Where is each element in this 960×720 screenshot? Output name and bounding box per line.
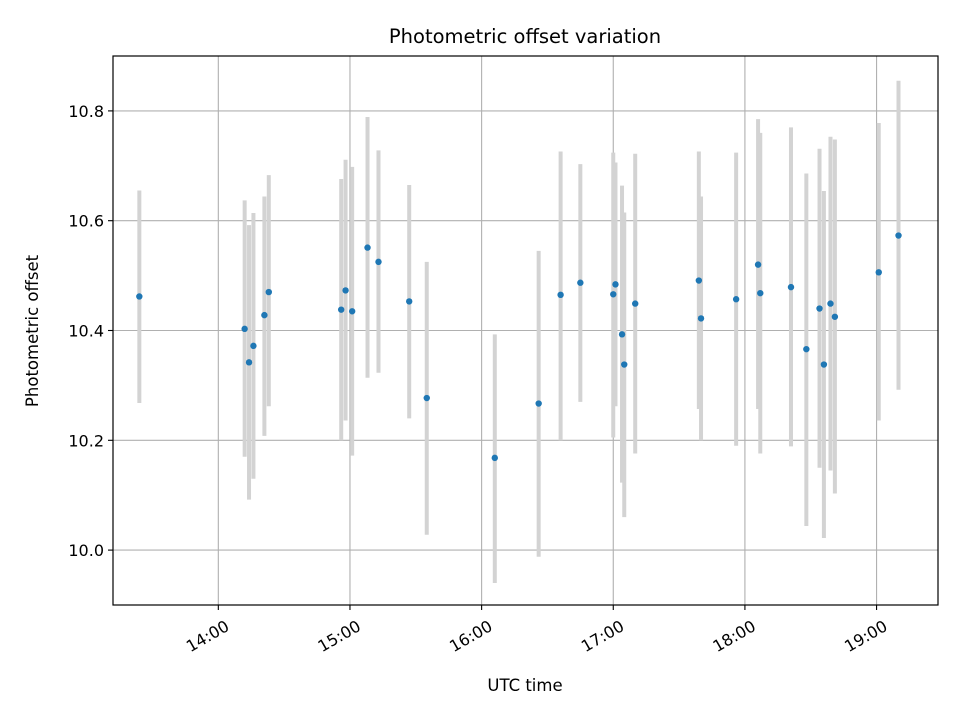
data-point (803, 345, 810, 353)
data-point (754, 261, 762, 268)
data-point (610, 291, 617, 298)
data-point (265, 288, 272, 296)
y-axis-label: Photometric offset (23, 254, 42, 407)
data-point (732, 296, 740, 303)
data-points (136, 232, 902, 462)
grid (113, 56, 938, 605)
data-point (895, 232, 902, 239)
x-axis-label: UTC time (487, 676, 562, 695)
data-point (364, 244, 371, 251)
data-point (577, 279, 584, 286)
data-point (245, 359, 253, 366)
y-axis: 10.0 10.2 10.4 10.6 10.8 (68, 102, 113, 560)
data-point (875, 269, 882, 276)
data-point (697, 315, 705, 322)
data-point (820, 361, 828, 368)
data-point (250, 342, 257, 350)
data-point (491, 454, 498, 462)
data-point (342, 287, 349, 294)
y-tick-label: 10.6 (68, 212, 104, 231)
data-point (816, 305, 823, 312)
data-point (241, 325, 248, 333)
data-point (618, 331, 626, 338)
chart-title: Photometric offset variation (389, 25, 661, 48)
data-point (535, 400, 542, 407)
y-tick-label: 10.2 (68, 431, 104, 450)
y-tick-label: 10.4 (68, 322, 104, 341)
data-point (831, 313, 839, 320)
data-point (261, 311, 268, 319)
data-point (787, 283, 795, 291)
data-point (557, 291, 564, 299)
y-tick-label: 10.8 (68, 102, 104, 121)
data-point (406, 298, 413, 305)
data-point (757, 289, 764, 297)
y-tick-label: 10.0 (68, 541, 104, 560)
data-point (621, 361, 628, 368)
data-point (136, 293, 143, 300)
data-point (827, 300, 834, 307)
data-point (375, 258, 382, 266)
data-point (612, 281, 619, 288)
data-point (423, 394, 430, 402)
data-point (348, 308, 356, 315)
data-point (632, 300, 639, 307)
data-point (337, 306, 345, 313)
data-point (695, 277, 703, 284)
